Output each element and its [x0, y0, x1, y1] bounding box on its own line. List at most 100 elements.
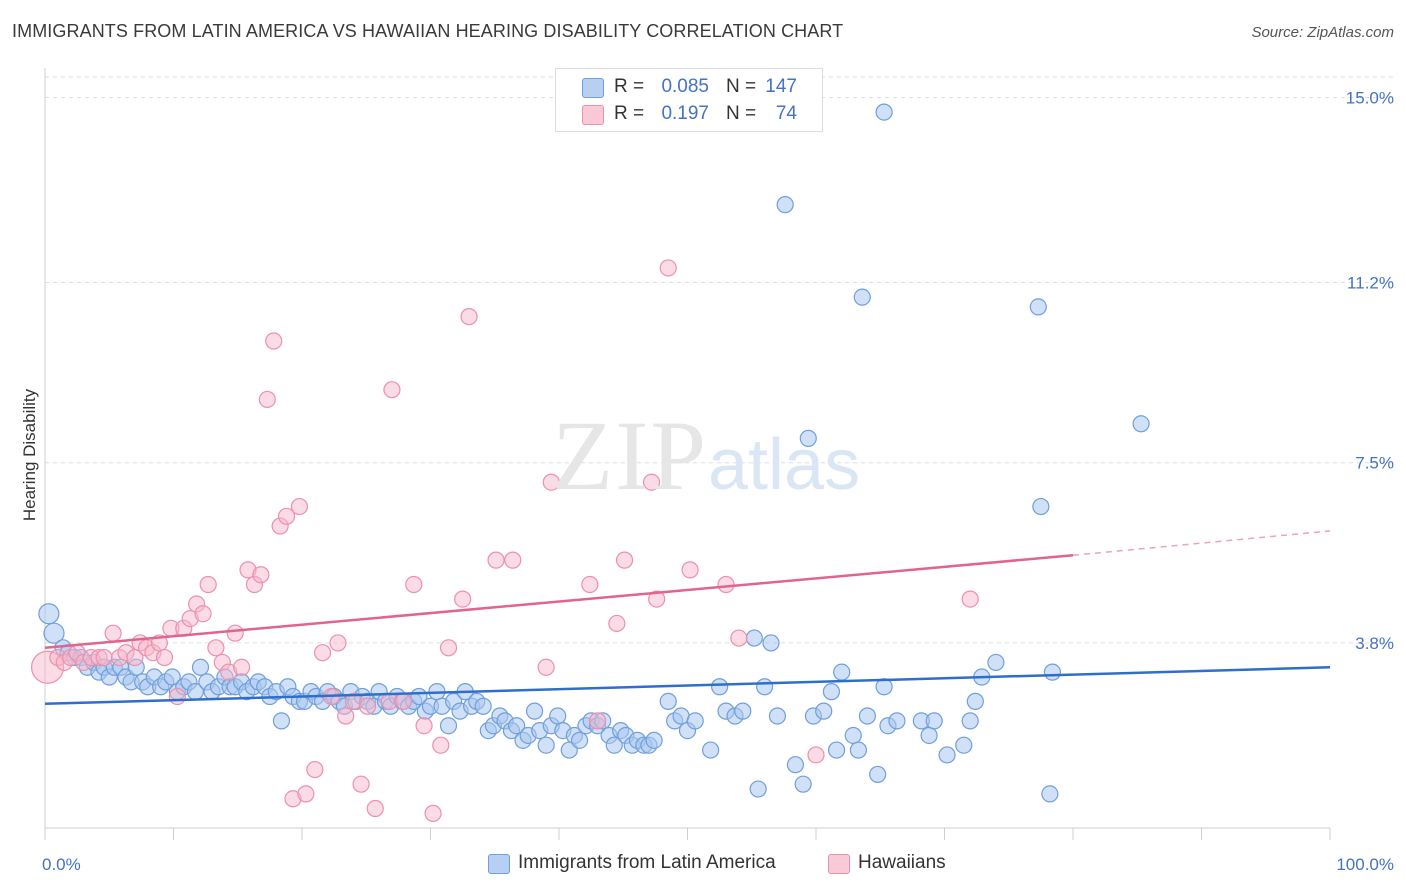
point-immigrants — [987, 653, 1005, 672]
point-hawaiians — [168, 687, 186, 706]
point-immigrants — [938, 746, 956, 764]
source-credit: Source: ZipAtlas.com — [1251, 24, 1394, 41]
point-hawaiians — [439, 639, 458, 657]
point-immigrants — [549, 707, 567, 725]
bottom-legend-label-immigrants: Immigrants from Latin America — [518, 852, 776, 873]
point-hawaiians — [337, 707, 355, 725]
legend-row-hawaiians: R = 0.197 N = 74 — [556, 101, 822, 127]
point-immigrants — [605, 736, 623, 754]
point-hawaiians — [252, 566, 270, 584]
legend-row-immigrants: R = 0.085 N = 147 — [556, 74, 822, 100]
point-immigrants — [858, 707, 877, 725]
point-immigrants — [711, 678, 729, 696]
point-immigrants — [961, 712, 979, 730]
point-immigrants — [191, 658, 210, 676]
point-hawaiians — [537, 658, 555, 676]
y-tick-label: 15.0% — [1346, 88, 1394, 107]
point-hawaiians — [352, 775, 370, 793]
point-hawaiians — [588, 712, 607, 730]
point-hawaiians — [454, 590, 472, 608]
point-hawaiians — [717, 575, 735, 594]
y-tick-label: 7.5% — [1355, 454, 1394, 473]
y-tick-label: 11.2% — [1347, 274, 1394, 293]
x-tick-min: 0.0% — [42, 855, 81, 874]
point-hawaiians — [608, 614, 626, 633]
point-immigrants — [686, 712, 704, 730]
point-immigrants — [853, 288, 871, 306]
point-hawaiians — [306, 760, 324, 779]
point-immigrants — [1029, 298, 1047, 316]
point-hawaiians — [730, 629, 748, 647]
point-immigrants — [745, 629, 763, 647]
point-immigrants — [474, 697, 492, 715]
point-hawaiians — [542, 473, 560, 491]
point-immigrants — [1041, 785, 1059, 803]
point-immigrants — [272, 712, 291, 730]
point-hawaiians — [199, 575, 217, 594]
bottom-legend-swatch-blue — [488, 854, 510, 874]
point-immigrants — [1032, 497, 1050, 516]
bottom-legend-swatch-pink — [828, 854, 850, 874]
point-hawaiians — [405, 575, 423, 594]
point-immigrants — [525, 702, 544, 720]
point-immigrants — [925, 712, 943, 730]
legend-n-value: 74 — [775, 103, 797, 124]
legend-r-label: R = — [614, 76, 645, 97]
point-hawaiians — [615, 551, 634, 569]
point-immigrants — [1132, 415, 1150, 433]
point-immigrants — [920, 726, 938, 745]
point-immigrants — [786, 756, 805, 774]
point-immigrants — [507, 717, 526, 735]
point-hawaiians — [226, 624, 244, 642]
point-immigrants — [827, 741, 846, 759]
watermark-zip: ZIP — [552, 400, 708, 511]
point-immigrants — [659, 692, 677, 710]
point-immigrants — [1043, 663, 1062, 681]
point-hawaiians — [432, 736, 450, 754]
point-immigrants — [833, 663, 851, 681]
point-immigrants — [955, 736, 973, 754]
point-hawaiians — [358, 697, 377, 715]
point-immigrants — [966, 692, 984, 710]
point-immigrants — [869, 765, 887, 784]
point-hawaiians — [394, 692, 413, 710]
point-hawaiians — [487, 551, 505, 569]
point-immigrants — [768, 707, 787, 725]
legend-r-label: R = — [614, 103, 645, 124]
point-immigrants — [439, 717, 458, 735]
x-tick-max: 100.0% — [1336, 855, 1394, 874]
point-immigrants — [755, 678, 774, 696]
point-hawaiians — [504, 551, 522, 569]
point-hawaiians — [424, 804, 442, 822]
trend-line-hawaiians-extension — [1072, 530, 1331, 557]
point-hawaiians — [659, 259, 677, 277]
grid-lines — [45, 76, 1394, 644]
legend-n-label: N = — [726, 103, 757, 124]
point-hawaiians — [265, 332, 283, 350]
point-immigrants — [794, 775, 812, 793]
correlation-legend: R = 0.085 N = 147 R = 0.197 N = 74 — [555, 68, 823, 132]
point-immigrants — [844, 726, 862, 745]
point-hawaiians — [95, 648, 113, 667]
trend-lines — [44, 530, 1331, 706]
point-immigrants — [43, 622, 65, 644]
point-hawaiians — [277, 507, 296, 525]
legend-r-value: 0.085 — [661, 76, 709, 97]
legend-r-value: 0.197 — [661, 103, 709, 124]
point-hawaiians — [642, 473, 661, 491]
point-immigrants — [570, 731, 589, 749]
point-hawaiians — [961, 590, 979, 608]
legend-swatch-blue — [582, 78, 604, 98]
watermark: ZIPatlas — [552, 398, 860, 513]
point-hawaiians — [233, 658, 251, 676]
point-hawaiians — [155, 648, 174, 667]
point-immigrants — [734, 702, 752, 720]
point-immigrants — [38, 603, 60, 625]
point-hawaiians — [383, 381, 401, 399]
point-immigrants — [537, 736, 555, 754]
point-immigrants — [749, 780, 767, 798]
point-immigrants — [875, 103, 893, 121]
point-immigrants — [799, 429, 817, 447]
point-hawaiians — [290, 497, 309, 516]
point-hawaiians — [297, 785, 315, 803]
